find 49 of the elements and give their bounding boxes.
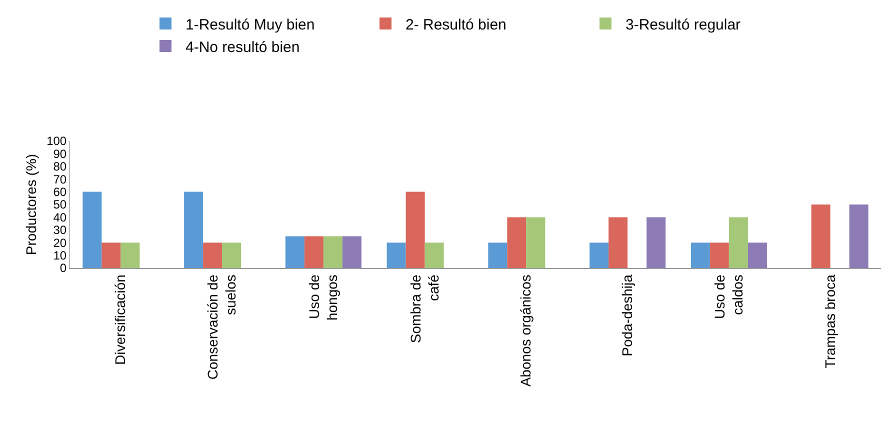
bar	[406, 192, 425, 268]
bar	[120, 242, 140, 268]
legend-label: 3-Resultó regular	[626, 16, 741, 34]
bar	[82, 192, 102, 268]
y-tick-label: 50	[53, 198, 67, 212]
bar	[222, 242, 242, 268]
bar	[342, 236, 362, 268]
y-tick-label: 100	[46, 134, 67, 148]
bar	[304, 236, 324, 268]
bar	[728, 217, 748, 268]
x-tick-label: Conservación de suelos	[204, 274, 239, 380]
bar	[849, 204, 868, 268]
x-tick-label: Uso de caldos	[711, 274, 746, 319]
y-tick-label: 80	[53, 160, 67, 174]
legend-label: 2- Resultó bien	[406, 16, 506, 34]
y-tick-label: 40	[53, 210, 67, 224]
y-tick-label: 10	[53, 248, 67, 262]
bar	[590, 242, 609, 268]
y-tick-label: 70	[53, 172, 67, 186]
bar	[748, 242, 767, 268]
x-tick-label: Diversificación	[112, 274, 128, 365]
x-tick-label: Poda-deshija	[619, 274, 636, 356]
bar	[646, 217, 666, 268]
x-tick-label: Uso de hongos	[306, 274, 340, 321]
y-tick-label: 30	[53, 223, 67, 238]
bar	[102, 242, 121, 268]
y-tick-label: 20	[53, 236, 67, 250]
y-axis-title: Productores (%)	[23, 154, 40, 256]
bar	[507, 217, 526, 268]
bar	[184, 192, 204, 268]
bar	[811, 204, 830, 268]
y-tick-label: 90	[53, 146, 67, 161]
x-tick-label: Sombra de café	[407, 274, 442, 344]
y-tick-label: 60	[53, 185, 67, 199]
bar	[323, 236, 342, 268]
bar	[710, 242, 729, 268]
x-tick-label: Trampas broca	[822, 274, 838, 368]
bar	[203, 242, 222, 268]
x-tick-label: Abonos orgánicos	[518, 274, 534, 387]
bar	[424, 242, 444, 268]
legend-label: 4-No resultó bien	[186, 38, 300, 56]
bar	[690, 242, 710, 268]
bar	[608, 217, 628, 268]
bar	[285, 236, 304, 268]
y-tick-label: 0	[60, 261, 67, 276]
bar	[386, 242, 406, 268]
legend-label: 1-Resultó Muy bien	[186, 16, 315, 34]
bar	[488, 242, 508, 268]
bar	[526, 217, 546, 268]
